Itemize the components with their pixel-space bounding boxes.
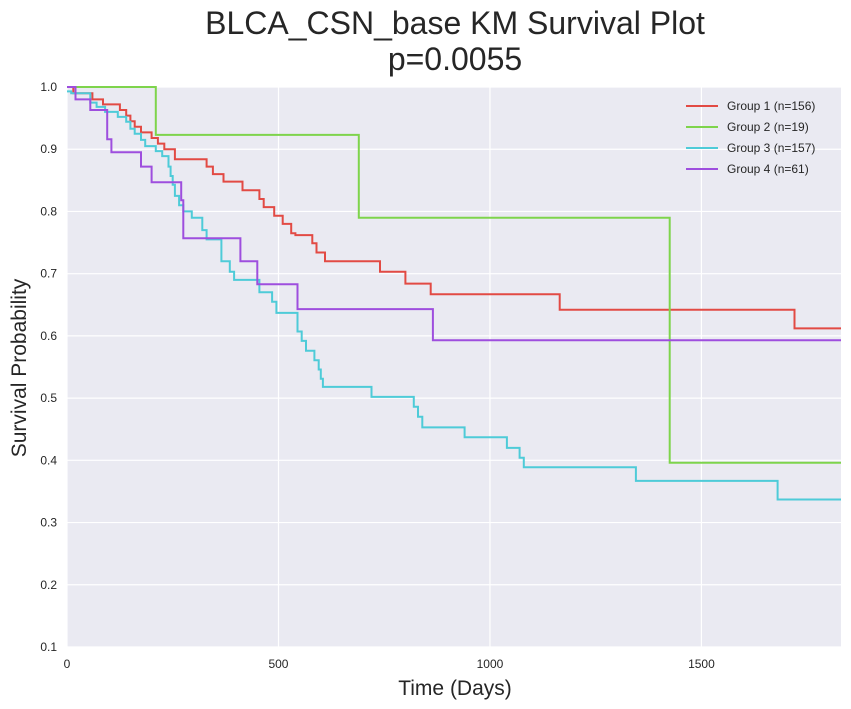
series-lines xyxy=(67,86,841,501)
tick-labels: 0 500 1000 1500 0.1 0.2 0.3 0.4 0.5 0.6 0.7 0.8 0.9 1… xyxy=(40,80,715,671)
y-tick-label-4: 0.5 xyxy=(40,391,57,405)
legend-label-group-1: Group 1 (n=156) xyxy=(727,99,815,113)
y-axis-label: Survival Probability xyxy=(8,278,31,457)
y-tick-label-0: 0.1 xyxy=(40,640,57,654)
legend-label-group-4: Group 4 (n=61) xyxy=(727,162,809,176)
series-line-group-4 xyxy=(67,86,841,342)
y-tick-label-5: 0.6 xyxy=(40,329,57,343)
series-line-group-1 xyxy=(67,86,841,330)
x-tick-label-2: 1000 xyxy=(477,657,504,671)
y-tick-label-7: 0.8 xyxy=(40,204,57,218)
legend: Group 1 (n=156) Group 2 (n=19) Group 3 (n=… xyxy=(686,99,815,176)
series-line-group-3 xyxy=(67,90,841,501)
y-tick-label-3: 0.4 xyxy=(40,453,57,467)
y-tick-label-6: 0.7 xyxy=(40,267,57,281)
legend-label-group-2: Group 2 (n=19) xyxy=(727,120,809,134)
x-axis-label: Time (Days) xyxy=(398,677,512,700)
x-tick-label-3: 1500 xyxy=(688,657,715,671)
grid-lines xyxy=(66,86,841,648)
y-tick-label-1: 0.2 xyxy=(40,578,57,592)
chart-subtitle: p=0.0055 xyxy=(388,41,522,77)
chart-title: BLCA_CSN_base KM Survival Plot xyxy=(205,5,705,41)
series-line-group-2 xyxy=(67,86,841,464)
x-tick-label-0: 0 xyxy=(64,657,71,671)
y-tick-label-9: 1.0 xyxy=(40,80,57,94)
plot-area xyxy=(67,87,841,647)
legend-label-group-3: Group 3 (n=157) xyxy=(727,141,815,155)
x-tick-label-1: 500 xyxy=(268,657,288,671)
y-tick-label-8: 0.9 xyxy=(40,142,57,156)
y-tick-label-2: 0.3 xyxy=(40,516,57,530)
